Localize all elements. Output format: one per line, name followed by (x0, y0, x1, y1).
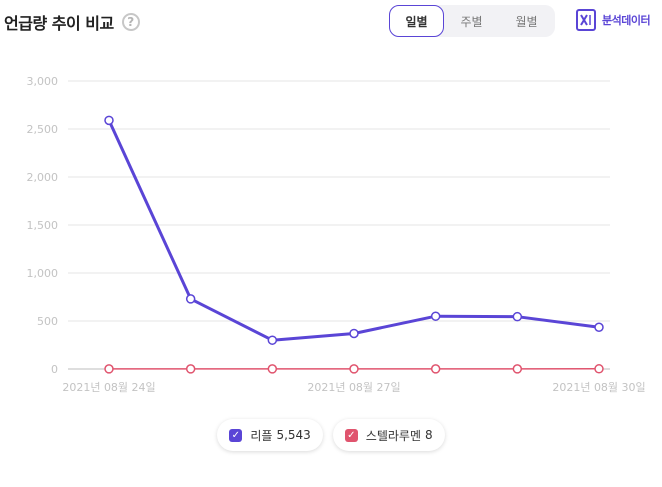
tab-weekly[interactable]: 주별 (460, 14, 483, 29)
x-tick-label: 2021년 08월 30일 (552, 380, 645, 394)
help-icon[interactable]: ? (121, 13, 140, 31)
x-tick-label: 2021년 08월 24일 (62, 380, 155, 394)
legend-total: 5,543 (276, 428, 311, 442)
series-line (107, 119, 600, 342)
data-point (594, 364, 604, 374)
y-tick-label: 1,500 (27, 219, 59, 232)
period-toggle: 일별 주별 월별 (389, 5, 555, 37)
chart-header: 언급량 추이 비교 ? (4, 10, 140, 34)
excel-icon (576, 9, 596, 31)
data-point (267, 335, 278, 345)
data-point (430, 364, 441, 374)
legend-total: 8 (425, 428, 433, 442)
legend-item-stellar[interactable]: ✓ 스텔라루멘 8 (332, 419, 445, 451)
data-point (104, 364, 114, 374)
chart-title: 언급량 추이 비교 (4, 14, 114, 33)
y-tick-label: 2,500 (27, 123, 59, 136)
data-point (349, 328, 359, 339)
checkbox-checked-icon: ✓ (229, 428, 243, 442)
y-tick-label: 500 (37, 315, 58, 328)
checkbox-checked-icon: ✓ (344, 428, 358, 442)
legend-label: 리플 (250, 428, 273, 443)
legend-label: 스텔라루멘 (365, 428, 421, 443)
y-tick-label: 3,000 (27, 75, 59, 88)
data-point (104, 115, 114, 126)
data-point (267, 364, 278, 374)
tab-monthly[interactable]: 월별 (515, 14, 538, 29)
y-tick-label: 1,000 (27, 267, 59, 280)
data-point (512, 364, 523, 374)
export-data-label: 분석데이터 (602, 14, 651, 27)
tab-daily[interactable]: 일별 (389, 5, 444, 37)
data-point (430, 311, 441, 321)
line-chart: 0 500 1,000 1,500 2,000 2,500 3,000 2021년 08월 2… (27, 75, 646, 394)
data-point (512, 311, 523, 322)
x-tick-label: 2021년 08월 27일 (307, 380, 400, 394)
export-data-button[interactable]: 분석데이터 (576, 9, 651, 31)
data-point (594, 322, 604, 332)
data-point (349, 364, 359, 374)
legend: ✓ 리플 5,543 ✓ 스텔라루멘 8 (0, 419, 662, 451)
y-tick-label: 2,000 (27, 171, 59, 184)
y-tick-label: 0 (51, 363, 58, 376)
data-point (185, 364, 196, 374)
legend-item-ripple[interactable]: ✓ 리플 5,543 (217, 419, 323, 451)
data-point (185, 294, 196, 304)
